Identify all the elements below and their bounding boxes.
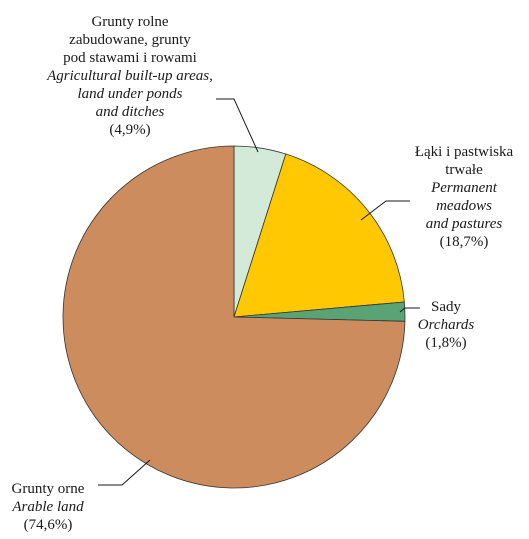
label-percent: (18,7%) [439,234,489,250]
label-en-line: and pastures [425,216,503,232]
label-pl-line: Sady [431,299,461,315]
slice-meadows [233,153,405,318]
slice-label-orchards: Sady Orchards (1,8%) [410,298,482,352]
label-pl-line: trwałe [445,162,483,178]
label-pl-line: Grunty orne [11,481,85,497]
leader-orchards [399,307,420,313]
label-en-line: Agricultural built-up areas, [47,68,213,84]
label-en-line: Arable land [12,499,84,515]
label-en-line: meadows [436,198,492,214]
leader-meadows [360,200,410,221]
label-en-line: land under ponds [77,86,183,102]
label-pl-line: pod stawami i rowami [63,50,197,66]
label-percent: (1,8%) [425,335,467,351]
label-percent: (4,9%) [109,122,151,138]
leader-built-up [216,98,259,153]
label-pl-line: zabudowane, grunty [69,32,191,48]
label-en-line: Orchards [417,317,475,333]
slice-label-built-up: Grunty rolne zabudowane, grunty pod staw… [5,13,255,139]
label-en-line: and ditches [95,104,165,120]
label-en-line: Permanent [431,180,497,196]
slice-label-arable: Grunty orne Arable land (74,6%) [0,480,96,534]
label-percent: (74,6%) [23,517,73,533]
slice-label-meadows: Łąki i pastwiska trwałe Permanent meadow… [394,143,529,251]
slice-arable [62,145,406,489]
label-pl-line: Łąki i pastwiska [414,144,514,160]
leader-arable [98,459,151,486]
label-pl-line: Grunty rolne [91,14,169,30]
